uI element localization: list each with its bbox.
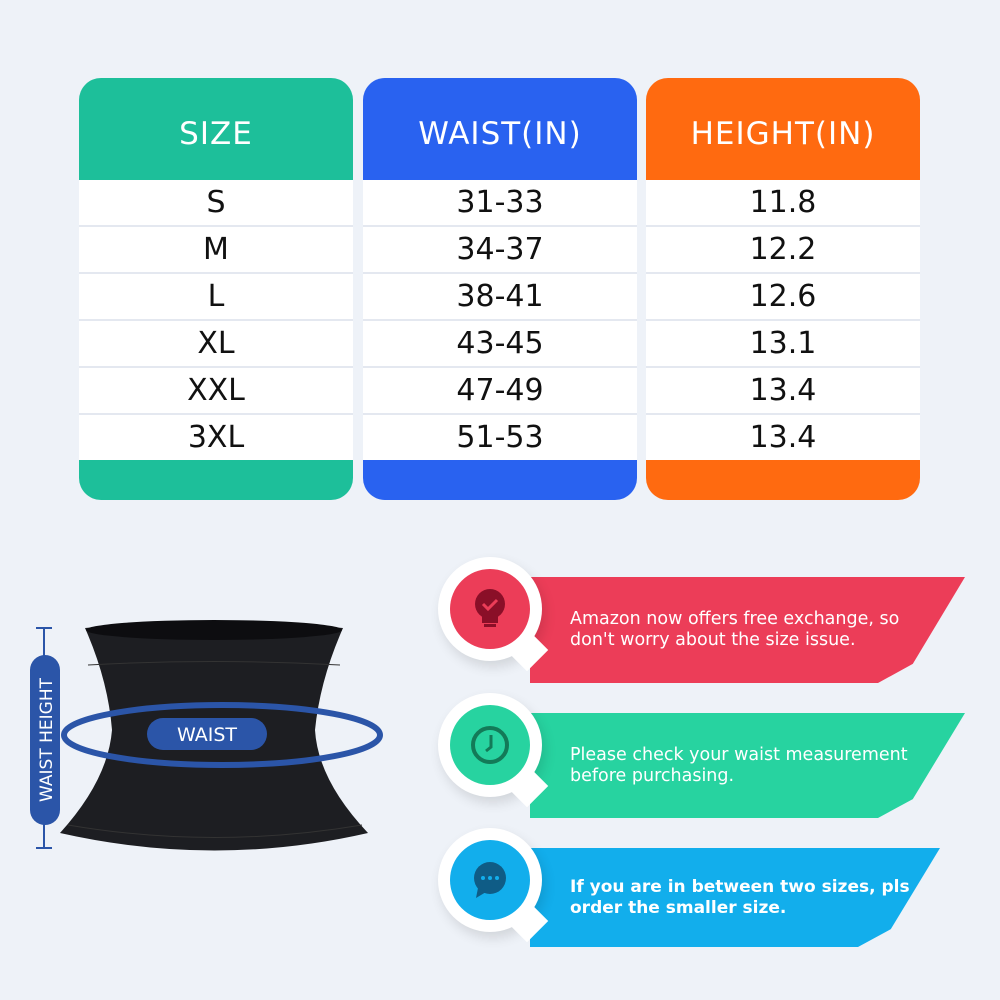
tip-icon-bubble [438,557,549,672]
table-cell: M [79,227,353,274]
table-cell: 31-33 [363,180,637,227]
chat-bubble-icon [450,840,530,920]
waist-trainer-diagram: WAIST WAIST HEIGHT [30,620,383,851]
waist-height-pill [30,655,60,825]
tip-text: Please check your waist measurement befo… [570,744,908,786]
column-header: WAIST(IN) [418,116,582,152]
tip-banner: Amazon now offers free exchange, so don'… [530,577,965,683]
table-cell: 13.4 [749,420,817,455]
waist-ring [61,702,383,768]
table-cell: S [79,180,353,227]
table-cell: 13.4 [646,368,920,415]
table-cell: 38-41 [363,274,637,321]
size-column: HEIGHT(IN) 11.8 12.2 12.6 13.1 13.4 13.4 [646,78,920,500]
tip-banner: Please check your waist measurement befo… [530,713,965,818]
size-column: SIZE S M L XL XXL 3XL [79,78,353,500]
table-cell: 3XL [187,420,245,455]
tip-banner: If you are in between two sizes, pls ord… [530,848,940,947]
tip-text: Amazon now offers free exchange, so don'… [570,609,900,650]
waist-label: WAIST [177,724,237,746]
table-cell: XL [79,321,353,368]
table-cell: 43-45 [363,321,637,368]
table-cell: 11.8 [646,180,920,227]
tip-text: If you are in between two sizes, pls ord… [570,876,910,918]
tip-icon-bubble [438,828,549,943]
table-cell: 34-37 [363,227,637,274]
table-cell: 12.2 [646,227,920,274]
table-cell: XXL [79,368,353,415]
lightbulb-check-icon [450,569,530,649]
table-cell: 13.1 [646,321,920,368]
clock-icon [450,705,530,785]
column-header: HEIGHT(IN) [690,116,876,152]
size-column: WAIST(IN) 31-33 34-37 38-41 43-45 47-49 51-53 [363,78,637,500]
table-cell: 51-53 [456,420,544,455]
waist-label-pill [147,718,267,750]
column-header: SIZE [179,116,253,152]
table-cell: L [79,274,353,321]
table-cell: 47-49 [363,368,637,415]
table-cell: 12.6 [646,274,920,321]
waist-height-label: WAIST HEIGHT [37,677,57,802]
tip-icon-bubble [438,693,549,808]
